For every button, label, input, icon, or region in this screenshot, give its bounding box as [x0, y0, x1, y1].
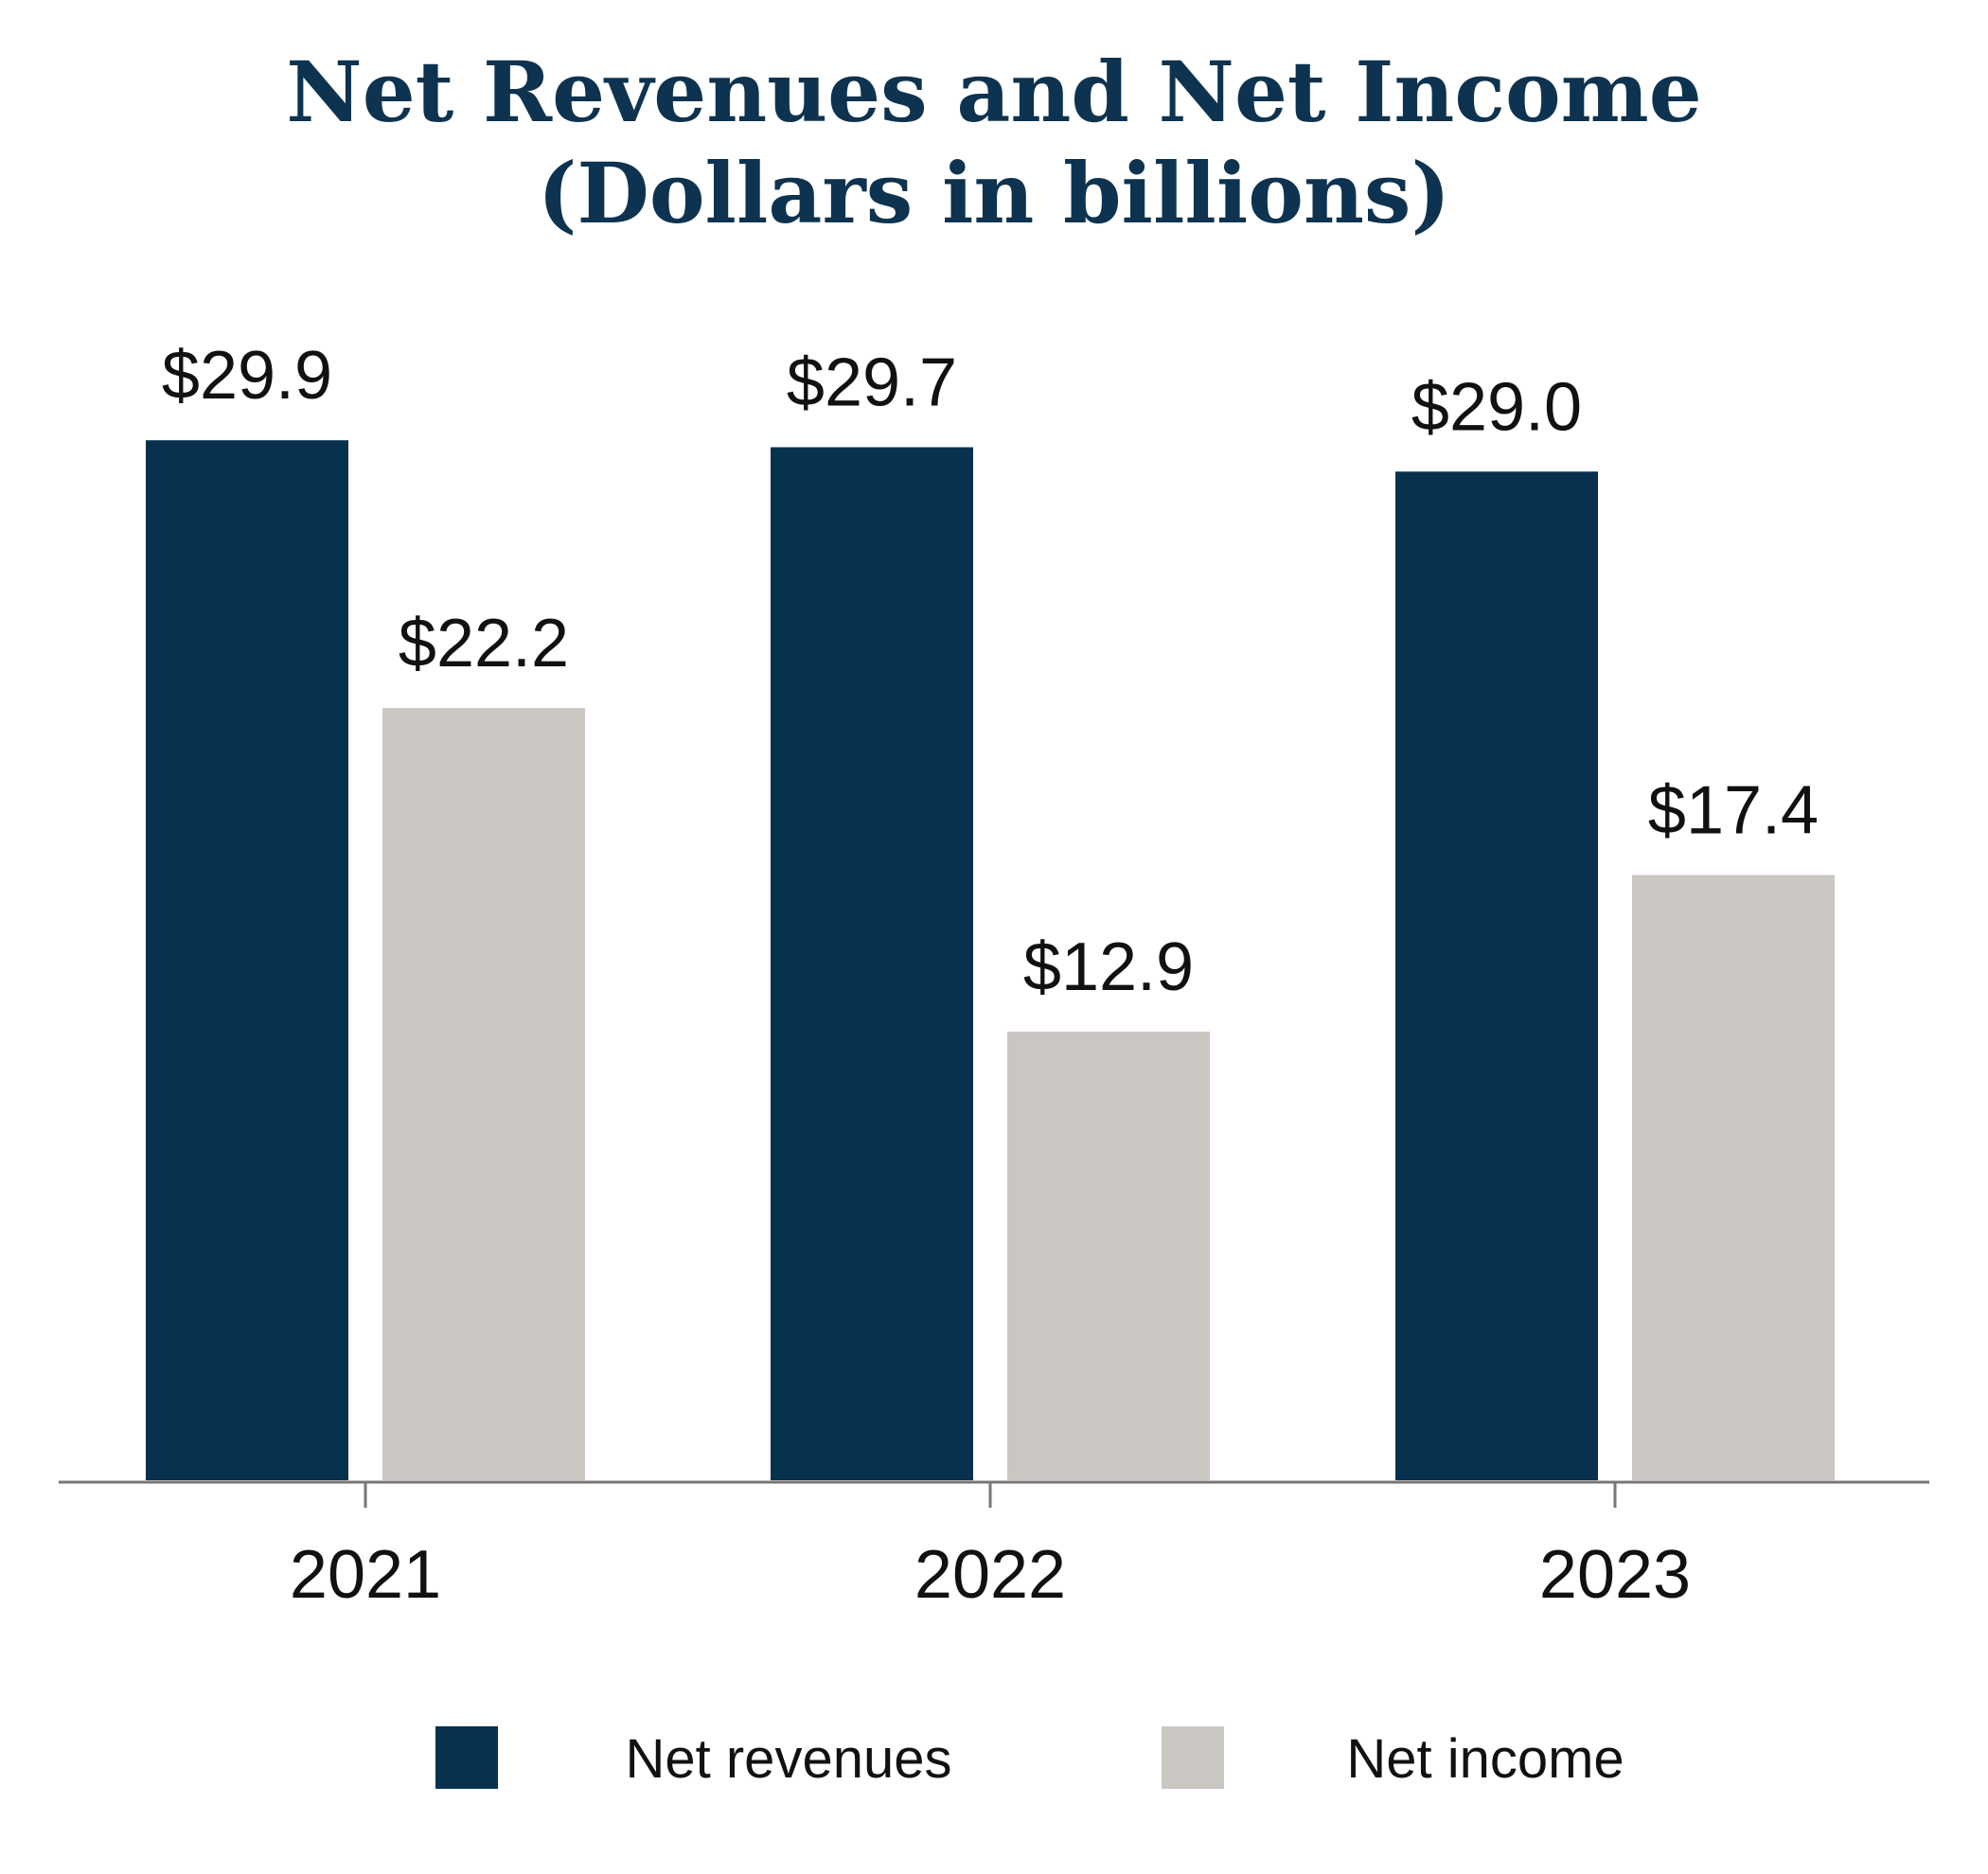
legend-label-net-revenues: Net revenues — [626, 1728, 952, 1790]
bar-net-revenues-2021 — [146, 440, 348, 1480]
x-axis-ticks-layer: 2021 2022 2023 — [290, 1482, 1691, 1613]
bars-layer — [146, 440, 1835, 1480]
data-label-net-income-2023: $17.4 — [1648, 773, 1819, 849]
legend-label-net-income: Net income — [1346, 1728, 1624, 1790]
data-label-net-income-2022: $12.9 — [1023, 929, 1194, 1005]
bar-net-revenues-2023 — [1395, 471, 1598, 1480]
legend-swatch-net-revenues — [435, 1726, 498, 1789]
bar-net-income-2023 — [1632, 875, 1835, 1480]
legend: Net revenues Net income — [435, 1726, 1624, 1790]
bar-net-revenues-2022 — [771, 447, 973, 1480]
legend-swatch-net-income — [1162, 1726, 1224, 1789]
bar-net-income-2021 — [382, 708, 585, 1480]
data-label-net-revenues-2021: $29.9 — [162, 338, 332, 414]
chart-subtitle: (Dollars in billions) — [538, 144, 1450, 242]
data-labels-layer: $29.9 $22.2 $29.7 $12.9 $29.0 $17.4 — [162, 338, 1819, 1005]
x-tick-label-2021: 2021 — [290, 1537, 441, 1613]
x-tick-label-2022: 2022 — [914, 1537, 1066, 1613]
bar-net-income-2022 — [1007, 1031, 1210, 1480]
x-tick-label-2023: 2023 — [1539, 1537, 1691, 1613]
chart-title: Net Revenues and Net Income — [286, 43, 1701, 141]
data-label-net-revenues-2022: $29.7 — [787, 345, 957, 421]
data-label-net-revenues-2023: $29.0 — [1411, 369, 1582, 445]
data-label-net-income-2021: $22.2 — [399, 606, 569, 681]
